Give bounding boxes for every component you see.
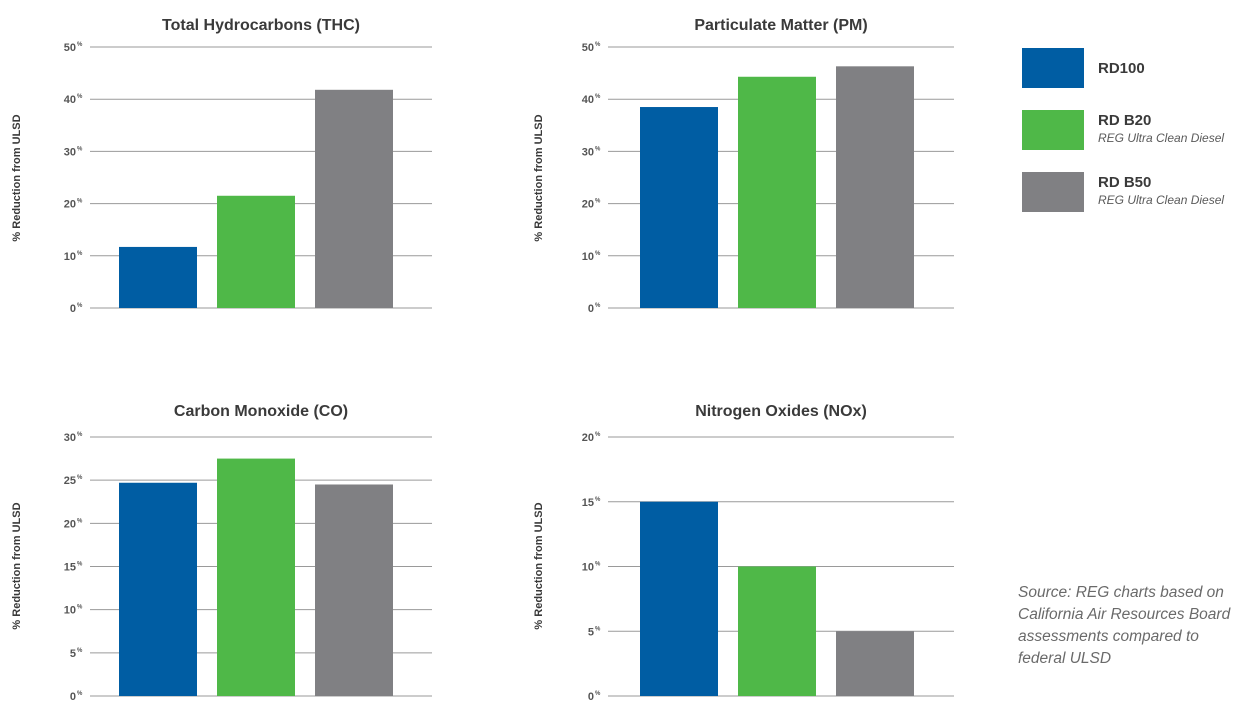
chart-0-tick-suffix-4: % [77, 94, 83, 100]
chart-3-tick-label-0: 0 [588, 691, 594, 702]
chart-3-tick-suffix-3: % [595, 497, 601, 503]
chart-0-tick-label-3: 30 [64, 146, 76, 158]
chart-2-tick-label-3: 15 [64, 562, 76, 574]
chart-3-tick-label-3: 15 [582, 497, 594, 509]
chart-3-tick-suffix-1: % [595, 626, 601, 632]
chart-3-tick-label-4: 20 [582, 432, 594, 444]
chart-2-tick-suffix-4: % [77, 518, 83, 524]
legend-subtitle-rd-b50: REG Ultra Clean Diesel [1098, 193, 1225, 207]
chart-1-tick-label-2: 20 [582, 199, 594, 211]
chart-3-tick-label-1: 5 [588, 626, 594, 638]
chart-1-tick-label-5: 50 [582, 42, 594, 54]
charts-area: Total Hydrocarbons (THC) % Reduction from… [11, 17, 954, 702]
chart-2-tick-label-2: 10 [64, 605, 76, 617]
chart-0-tick-suffix-2: % [77, 199, 83, 205]
legend-label-rd-b50: RD B50 [1098, 174, 1152, 191]
chart-1-tick-suffix-1: % [595, 251, 601, 257]
chart-0-bar-rd-b20 [217, 195, 295, 308]
chart-2-tick-label-5: 25 [64, 475, 76, 487]
chart-0-tick-label-2: 20 [64, 199, 76, 211]
chart-0-y-axis-label: % Reduction from ULSD [11, 114, 23, 241]
chart-1-tick-label-3: 30 [582, 146, 594, 158]
chart-1-tick-suffix-2: % [595, 199, 601, 205]
chart-1-tick-suffix-5: % [595, 42, 601, 48]
chart-0-tick-suffix-0: % [77, 303, 83, 309]
chart-0-tick-label-1: 10 [64, 251, 76, 263]
chart-1-title: Particulate Matter (PM) [694, 17, 867, 34]
chart-1-tick-suffix-3: % [595, 146, 601, 152]
chart-2-tick-suffix-5: % [77, 475, 83, 481]
chart-0-tick-label-4: 40 [64, 94, 76, 106]
chart-2-tick-label-0: 0 [70, 691, 76, 702]
chart-3-tick-suffix-2: % [595, 562, 601, 568]
chart-2-bar-rd-b50 [315, 484, 393, 696]
chart-0-tick-label-0: 0 [70, 303, 76, 315]
chart-0-tick-label-5: 50 [64, 42, 76, 54]
chart-0-tick-suffix-5: % [77, 42, 83, 48]
chart-0-bar-rd-b50 [315, 89, 393, 308]
chart-1-tick-label-0: 0 [588, 303, 594, 315]
chart-2-tick-label-4: 20 [64, 518, 76, 530]
chart-2-title: Carbon Monoxide (CO) [174, 403, 348, 420]
chart-3-tick-suffix-0: % [595, 691, 601, 697]
chart-0-tick-suffix-3: % [77, 146, 83, 152]
legend-label-rd100: RD100 [1098, 60, 1145, 77]
chart-3-y-axis-label: % Reduction from ULSD [533, 502, 545, 629]
chart-3-tick-suffix-4: % [595, 432, 601, 438]
source-note: Source: REG charts based on California A… [1018, 584, 1231, 667]
chart-3-bar-rd-b50 [836, 631, 914, 696]
legend-subtitle-rd-b20: REG Ultra Clean Diesel [1098, 131, 1225, 145]
legend-swatch-rd100 [1022, 48, 1084, 88]
chart-2-y-axis-label: % Reduction from ULSD [11, 502, 23, 629]
chart-1-tick-suffix-4: % [595, 94, 601, 100]
chart-3-tick-label-2: 10 [582, 562, 594, 574]
chart-0-tick-suffix-1: % [77, 251, 83, 257]
chart-1-bar-rd-b20 [738, 76, 816, 308]
chart-1-tick-suffix-0: % [595, 303, 601, 309]
legend-label-rd-b20: RD B20 [1098, 112, 1152, 129]
legend-swatch-rd-b50 [1022, 172, 1084, 212]
chart-0-title: Total Hydrocarbons (THC) [162, 17, 360, 34]
chart-2-tick-suffix-1: % [77, 648, 83, 654]
chart-2-tick-suffix-6: % [77, 432, 83, 438]
chart-2-tick-label-1: 5 [70, 648, 76, 660]
chart-2-tick-label-6: 30 [64, 432, 76, 444]
chart-3-bar-rd-b20 [738, 566, 816, 696]
chart-1-bar-rd-b50 [836, 66, 914, 309]
chart-2-tick-suffix-2: % [77, 605, 83, 611]
chart-3-title: Nitrogen Oxides (NOx) [695, 403, 867, 420]
legend-swatch-rd-b20 [1022, 110, 1084, 150]
chart-3-bar-rd100 [640, 501, 718, 696]
chart-2-bar-rd100 [119, 482, 197, 696]
chart-2-tick-suffix-3: % [77, 562, 83, 568]
chart-0-bar-rd100 [119, 246, 197, 308]
chart-1-bar-rd100 [640, 107, 718, 308]
chart-2-bar-rd-b20 [217, 458, 295, 696]
chart-1-tick-label-4: 40 [582, 94, 594, 106]
chart-1-y-axis-label: % Reduction from ULSD [533, 114, 545, 241]
chart-2-tick-suffix-0: % [77, 691, 83, 697]
chart-1-tick-label-1: 10 [582, 251, 594, 263]
